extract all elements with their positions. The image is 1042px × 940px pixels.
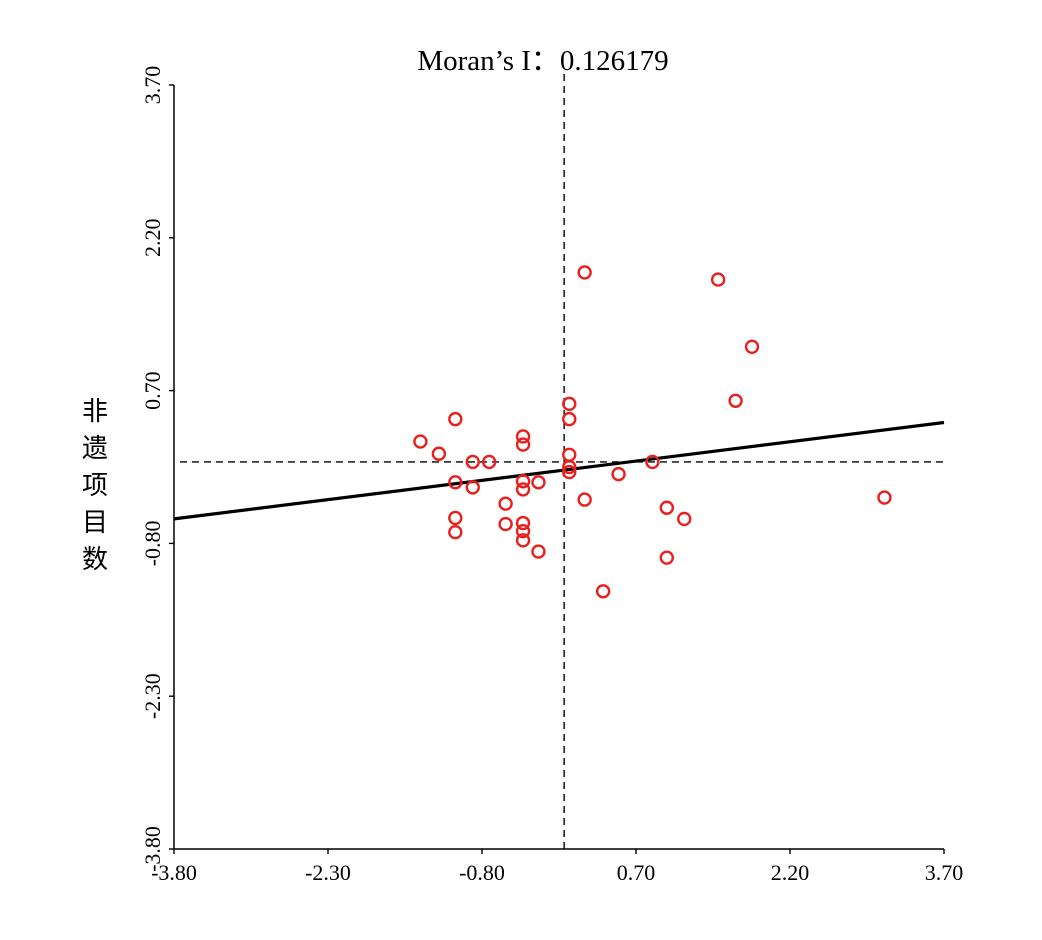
scatter-point [498, 516, 513, 532]
scatter-point [448, 524, 463, 540]
y-tick-label: -3.80 [140, 826, 165, 872]
x-tick-label: -3.80 [151, 860, 197, 885]
scatter-point [562, 396, 577, 412]
y-tick-label: -2.30 [140, 673, 165, 719]
scatter-point [562, 464, 577, 480]
scatter-point [659, 550, 674, 565]
scatter-point [531, 544, 546, 559]
scatter-point [562, 447, 577, 462]
scatter-point [595, 584, 611, 599]
x-tick-label: 3.70 [925, 860, 964, 885]
scatter-point [448, 411, 463, 427]
scatter-point [431, 446, 447, 461]
scatter-point [728, 393, 743, 408]
scatter-point [515, 523, 531, 539]
y-tick-label: 2.20 [140, 219, 165, 257]
scatter-point [744, 339, 760, 354]
scatter-point [710, 272, 726, 287]
scatter-point [515, 429, 531, 444]
x-tick-label: -2.30 [305, 860, 351, 885]
x-tick-label: 0.70 [617, 860, 656, 885]
y-axis-label: 非遗项目数 [82, 397, 108, 575]
x-tick-label: -0.80 [459, 860, 505, 885]
regression-line-group [173, 420, 945, 521]
regression-line [173, 420, 945, 521]
scatter-point [577, 492, 592, 507]
plot-axes [173, 85, 944, 850]
scatter-points [413, 265, 892, 599]
scatter-point [562, 411, 577, 427]
y-axis-label-text: 非遗项目数 [82, 397, 108, 575]
y-tick-label: -0.80 [140, 520, 165, 566]
chart-title: Moran’s I：0.126179 [417, 45, 668, 77]
scatter-point [448, 510, 463, 526]
y-axis-ticks: -3.80 -2.30 -0.80 0.70 2.20 3.70 [140, 66, 174, 872]
scatter-point [515, 533, 531, 548]
x-tick-label: 2.20 [771, 860, 810, 885]
y-tick-label: 0.70 [140, 371, 165, 410]
scatter-point [562, 459, 577, 475]
scatter-point [515, 515, 531, 531]
scatter-point [659, 500, 674, 515]
scatter-point [515, 437, 531, 452]
y-tick-label: 3.70 [140, 66, 165, 105]
scatter-point [677, 511, 692, 527]
scatter-point [877, 490, 892, 505]
scatter-point [465, 454, 480, 470]
scatter-point [577, 265, 592, 280]
x-axis-ticks: -3.80 -2.30 -0.80 0.70 2.20 3.70 [151, 849, 963, 885]
scatter-point [515, 482, 531, 497]
scatter-point [465, 480, 480, 495]
scatter-point [515, 474, 531, 489]
scatter-point [498, 496, 513, 511]
scatter-point [413, 434, 428, 449]
mean-reference-lines [180, 74, 944, 849]
scatter-point [645, 454, 660, 470]
scatter-point [481, 454, 497, 470]
scatter-point [611, 466, 626, 482]
scatter-point [531, 475, 546, 490]
scatter-point [448, 475, 463, 490]
